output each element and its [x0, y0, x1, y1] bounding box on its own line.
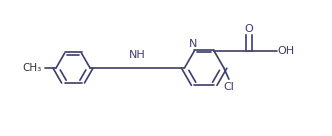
Text: N: N: [189, 39, 197, 49]
Text: CH₃: CH₃: [23, 63, 42, 73]
Text: Cl: Cl: [223, 82, 234, 92]
Text: NH: NH: [129, 50, 146, 60]
Text: OH: OH: [278, 46, 295, 56]
Text: O: O: [245, 24, 253, 34]
